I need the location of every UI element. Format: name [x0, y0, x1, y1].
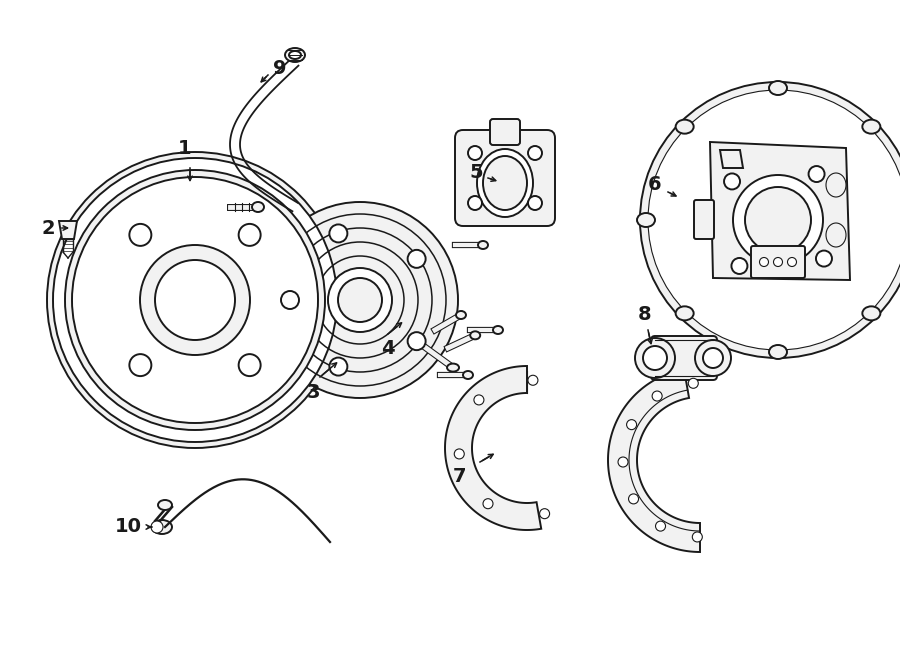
Ellipse shape	[155, 260, 235, 340]
Polygon shape	[710, 142, 850, 280]
Text: 3: 3	[306, 383, 319, 401]
Ellipse shape	[328, 268, 392, 332]
Text: 5: 5	[469, 163, 482, 182]
Ellipse shape	[483, 498, 493, 509]
Ellipse shape	[643, 346, 667, 370]
Ellipse shape	[676, 120, 694, 134]
Ellipse shape	[454, 449, 464, 459]
Ellipse shape	[769, 345, 787, 359]
Ellipse shape	[618, 457, 628, 467]
Ellipse shape	[158, 500, 172, 510]
Ellipse shape	[637, 213, 655, 227]
Ellipse shape	[338, 278, 382, 322]
Ellipse shape	[456, 311, 466, 319]
Ellipse shape	[238, 224, 261, 246]
Ellipse shape	[151, 521, 163, 533]
Ellipse shape	[478, 241, 488, 249]
Ellipse shape	[862, 120, 880, 134]
Ellipse shape	[329, 225, 347, 243]
Ellipse shape	[733, 175, 823, 265]
Ellipse shape	[238, 354, 261, 376]
Ellipse shape	[745, 187, 811, 253]
Ellipse shape	[703, 348, 723, 368]
Text: 2: 2	[41, 219, 55, 237]
Ellipse shape	[483, 156, 527, 210]
Ellipse shape	[640, 82, 900, 358]
Ellipse shape	[252, 202, 264, 212]
Polygon shape	[445, 366, 541, 530]
Ellipse shape	[648, 90, 900, 350]
Ellipse shape	[724, 173, 740, 190]
Ellipse shape	[130, 354, 151, 376]
Ellipse shape	[862, 306, 880, 321]
Text: 6: 6	[648, 176, 662, 194]
Text: 7: 7	[454, 467, 467, 485]
Ellipse shape	[281, 291, 299, 309]
Ellipse shape	[732, 258, 747, 274]
FancyBboxPatch shape	[751, 246, 805, 278]
Ellipse shape	[477, 149, 533, 217]
Ellipse shape	[652, 391, 662, 401]
Ellipse shape	[676, 306, 694, 321]
Ellipse shape	[826, 223, 846, 247]
Ellipse shape	[655, 521, 665, 531]
FancyBboxPatch shape	[694, 200, 714, 239]
Text: 4: 4	[382, 338, 395, 358]
Ellipse shape	[695, 340, 731, 376]
Ellipse shape	[826, 173, 846, 197]
Ellipse shape	[72, 177, 318, 423]
Ellipse shape	[47, 152, 343, 448]
Polygon shape	[608, 369, 700, 552]
FancyBboxPatch shape	[455, 130, 555, 226]
Ellipse shape	[626, 420, 636, 430]
Ellipse shape	[635, 338, 675, 378]
Ellipse shape	[688, 378, 698, 388]
Polygon shape	[720, 150, 743, 168]
Ellipse shape	[628, 494, 638, 504]
Ellipse shape	[769, 81, 787, 95]
Text: 10: 10	[114, 518, 141, 537]
Ellipse shape	[285, 48, 305, 62]
Ellipse shape	[540, 509, 550, 519]
Ellipse shape	[289, 51, 301, 59]
Text: 8: 8	[638, 305, 652, 325]
Ellipse shape	[760, 258, 769, 266]
Ellipse shape	[528, 375, 538, 385]
Ellipse shape	[692, 532, 702, 542]
Ellipse shape	[262, 202, 458, 398]
Ellipse shape	[816, 251, 832, 266]
Ellipse shape	[53, 158, 337, 442]
Ellipse shape	[528, 146, 542, 160]
Ellipse shape	[528, 196, 542, 210]
Ellipse shape	[474, 395, 484, 405]
Ellipse shape	[329, 358, 347, 375]
Ellipse shape	[788, 258, 796, 266]
Polygon shape	[59, 221, 77, 239]
Ellipse shape	[447, 364, 459, 371]
FancyBboxPatch shape	[490, 119, 520, 145]
Ellipse shape	[408, 250, 426, 268]
Ellipse shape	[65, 170, 325, 430]
Ellipse shape	[140, 245, 250, 355]
Ellipse shape	[470, 331, 481, 339]
Ellipse shape	[463, 371, 473, 379]
Text: 1: 1	[178, 139, 192, 157]
Ellipse shape	[808, 166, 824, 182]
Ellipse shape	[130, 224, 151, 246]
Ellipse shape	[493, 326, 503, 334]
Text: 9: 9	[274, 59, 287, 77]
Ellipse shape	[468, 146, 482, 160]
Ellipse shape	[468, 196, 482, 210]
Ellipse shape	[152, 520, 172, 534]
Ellipse shape	[773, 258, 782, 266]
Ellipse shape	[408, 332, 426, 350]
FancyBboxPatch shape	[651, 336, 717, 380]
